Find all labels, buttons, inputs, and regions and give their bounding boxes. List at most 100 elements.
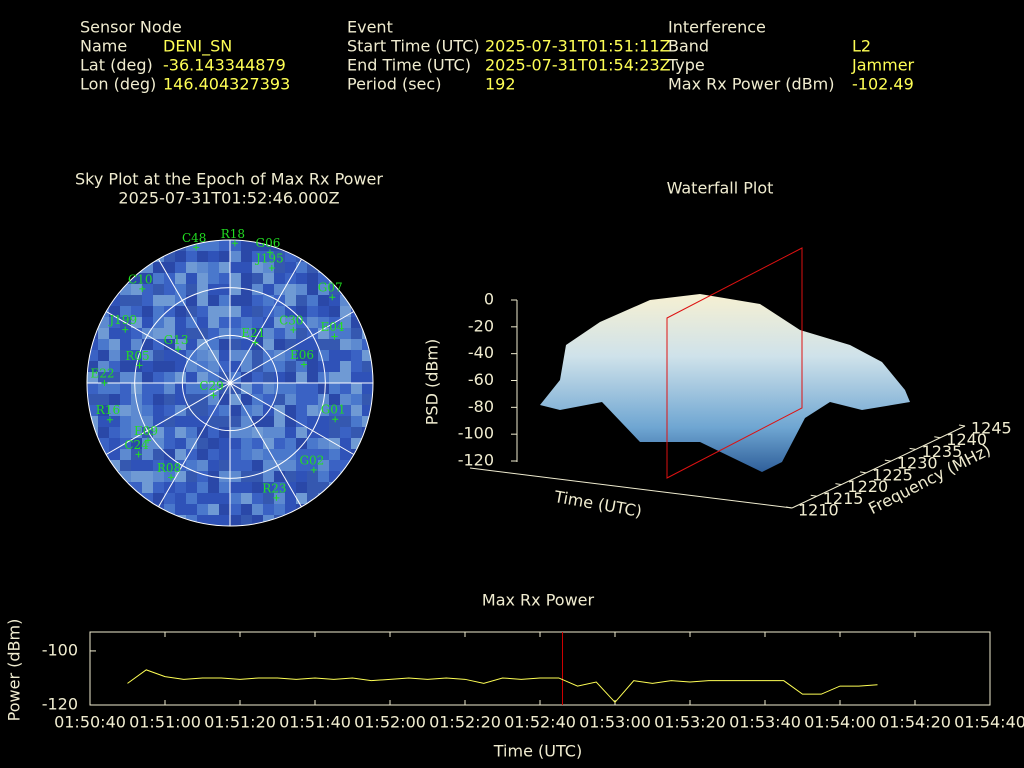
sky-cell — [362, 405, 373, 416]
sky-cell — [307, 372, 318, 383]
sky-cell — [307, 504, 318, 515]
sky-cell — [318, 482, 329, 493]
satellite-marker — [268, 265, 275, 272]
sky-cell — [197, 515, 208, 526]
x-tick-label: 01:53:40 — [729, 713, 801, 732]
sky-cell — [241, 240, 252, 251]
sky-cell — [307, 449, 318, 460]
sky-cell — [197, 240, 208, 251]
sky-cell — [219, 262, 230, 273]
sky-cell — [307, 317, 318, 328]
field-value: 146.404327393 — [163, 75, 290, 94]
sky-cell — [197, 504, 208, 515]
sky-cell — [241, 416, 252, 427]
sky-cell — [296, 482, 307, 493]
sky-cell — [164, 262, 175, 273]
sky-cell — [340, 295, 351, 306]
sky-cell — [241, 460, 252, 471]
z-tick-label: -40 — [468, 343, 494, 362]
sky-cell — [208, 493, 219, 504]
sky-cell — [252, 317, 263, 328]
field-label: Start Time (UTC) — [347, 37, 480, 56]
sky-cell — [131, 284, 142, 295]
frequency-tick-label: 1225 — [872, 465, 913, 484]
sky-cell — [109, 449, 120, 460]
sky-cell — [208, 460, 219, 471]
sky-cell — [329, 262, 340, 273]
sky-cell — [131, 482, 142, 493]
sky-cell — [252, 482, 263, 493]
sky-cell — [340, 240, 351, 251]
sky-cell — [208, 361, 219, 372]
sky-cell — [274, 328, 285, 339]
sky-cell — [340, 306, 351, 317]
sky-cell — [153, 284, 164, 295]
sky-cell — [263, 339, 274, 350]
sky-cell — [219, 427, 230, 438]
sky-cell — [241, 273, 252, 284]
sky-cell — [98, 515, 109, 526]
field-value: -36.143344879 — [163, 56, 286, 75]
satellite-marker — [136, 362, 143, 369]
sky-cell — [87, 240, 98, 251]
sky-cell — [274, 504, 285, 515]
sky-cell — [153, 416, 164, 427]
sky-cell — [219, 372, 230, 383]
sky-cell — [296, 405, 307, 416]
sky-cell — [340, 339, 351, 350]
sky-cell — [153, 350, 164, 361]
satellite-label: R16 — [96, 403, 120, 417]
sky-cell — [87, 405, 98, 416]
sky-cell — [318, 449, 329, 460]
sky-cell — [197, 273, 208, 284]
sky-cell — [219, 449, 230, 460]
z-axis-label: PSD (dBm) — [423, 339, 442, 425]
sky-cell — [131, 328, 142, 339]
satellite-marker — [145, 437, 152, 444]
field-value: 192 — [485, 75, 516, 94]
field-label: Max Rx Power (dBm) — [668, 75, 835, 94]
sky-cell — [329, 504, 340, 515]
sky-cell — [197, 361, 208, 372]
sky-cell — [307, 482, 318, 493]
sky-cell — [230, 372, 241, 383]
sky-cell — [230, 416, 241, 427]
sky-cell — [109, 416, 120, 427]
sky-cell — [329, 240, 340, 251]
sky-cell — [109, 493, 120, 504]
sky-cell — [263, 471, 274, 482]
sky-cell — [241, 405, 252, 416]
sky-cell — [285, 471, 296, 482]
frequency-tick — [934, 436, 941, 439]
sky-cell — [208, 306, 219, 317]
sky-cell — [340, 427, 351, 438]
sky-cell — [120, 383, 131, 394]
sky-cell — [142, 460, 153, 471]
sky-cell — [296, 493, 307, 504]
sky-cell — [98, 251, 109, 262]
sky-cell — [329, 306, 340, 317]
sky-cell — [274, 273, 285, 284]
sky-cell — [318, 427, 329, 438]
sky-cell — [263, 482, 274, 493]
sky-cell — [120, 262, 131, 273]
sky-cell — [329, 251, 340, 262]
time-axis-label: Time (UTC) — [552, 487, 643, 521]
sky-cell — [241, 427, 252, 438]
sky-cell — [120, 306, 131, 317]
sky-cell — [274, 361, 285, 372]
sky-cell — [142, 493, 153, 504]
sky-cell — [340, 449, 351, 460]
sky-cell — [208, 383, 219, 394]
z-tick-label: -100 — [458, 424, 494, 443]
sky-cell — [285, 372, 296, 383]
sky-cell — [252, 383, 263, 394]
satellite-label: E09 — [134, 424, 158, 438]
sky-cell — [131, 438, 142, 449]
sky-cell — [98, 339, 109, 350]
sky-cell — [208, 515, 219, 526]
satellite-marker — [175, 346, 182, 353]
sky-cell — [87, 482, 98, 493]
sky-cell — [219, 295, 230, 306]
sky-cell — [230, 350, 241, 361]
